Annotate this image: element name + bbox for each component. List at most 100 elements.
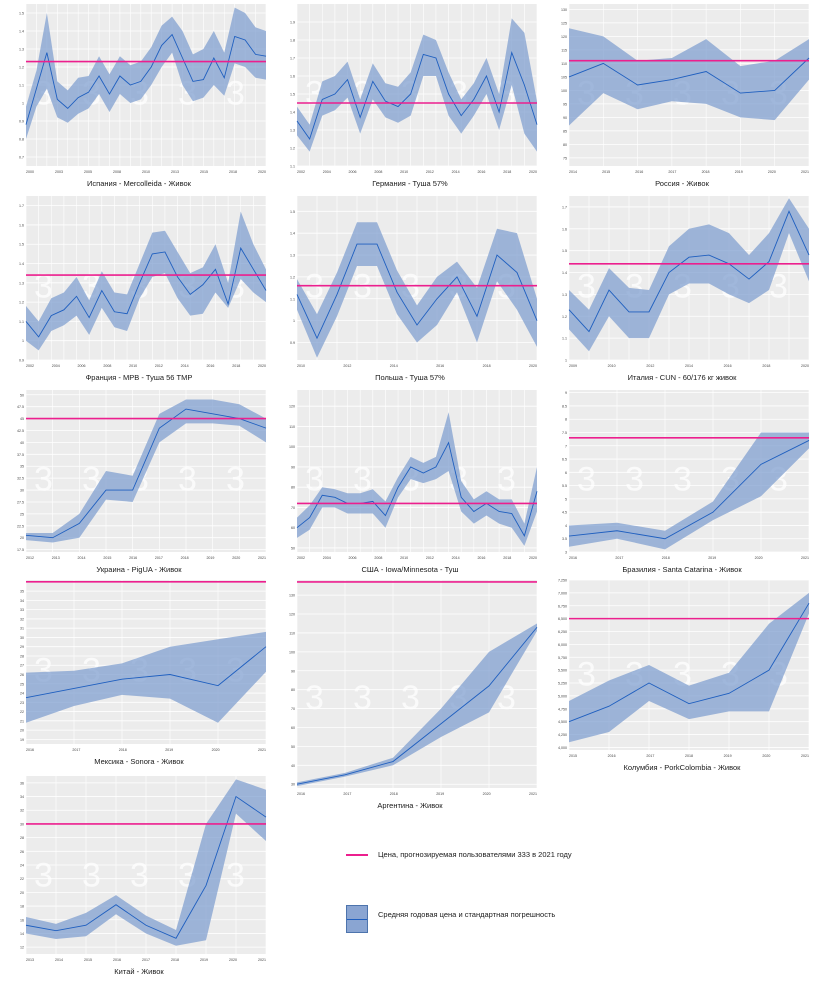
- y-tick-label: 6,000: [558, 643, 567, 647]
- y-tick-label: 1.5: [290, 93, 295, 97]
- mean-price-line: [25, 33, 267, 125]
- y-tick-label: 130: [289, 594, 295, 598]
- x-tick-label: 2020: [762, 754, 770, 758]
- y-tick-label: 33: [20, 608, 24, 612]
- x-tick-label: 2008: [374, 170, 382, 174]
- x-tick-label: 2003: [55, 170, 63, 174]
- x-tick-label: 2020: [529, 170, 537, 174]
- chart-title: Аргентина - Живок: [377, 801, 443, 810]
- y-tick-label: 1.2: [19, 66, 24, 70]
- y-tick-label: 1.7: [562, 205, 567, 209]
- x-tick-label: 2017: [343, 792, 351, 796]
- y-tick-label: 7: [565, 444, 567, 448]
- y-tick-label: 30: [20, 489, 24, 493]
- y-tick-label: 120: [561, 35, 567, 39]
- y-tick-label: 32.5: [17, 477, 24, 481]
- y-tick-label: 1.3: [19, 48, 24, 52]
- mean-price-line: [296, 626, 538, 785]
- chart-svg: 3333375808590951001051101151201251302014…: [561, 4, 810, 174]
- y-tick-label: 35: [20, 465, 24, 469]
- x-tick-label: 2020: [768, 170, 776, 174]
- y-tick-label: 4,250: [558, 733, 567, 737]
- x-tick-label: 2019: [735, 170, 743, 174]
- x-tick-label: 2016: [26, 748, 34, 752]
- y-tick-label: 1.5: [562, 249, 567, 253]
- y-tick-label: 105: [561, 75, 567, 79]
- y-tick-label: 47.5: [17, 405, 24, 409]
- y-tick-label: 1: [22, 339, 24, 343]
- x-tick-label: 2016: [436, 364, 444, 368]
- chart-germany: 333331.11.21.31.41.51.61.71.81.920022004…: [279, 2, 541, 192]
- y-tick-label: 120: [289, 405, 295, 409]
- chart-svg: 333330.70.80.911.11.21.31.41.52000200320…: [19, 4, 267, 174]
- y-tick-label: 16: [20, 918, 24, 922]
- watermark-mark: 3: [82, 856, 101, 894]
- error-band: [26, 631, 266, 723]
- watermark-mark: 3: [577, 460, 596, 498]
- x-tick-label: 2010: [297, 364, 305, 368]
- x-tick-label: 2021: [801, 170, 809, 174]
- y-tick-label: 7.5: [562, 431, 567, 435]
- y-tick-label: 1.1: [290, 165, 295, 169]
- y-tick-label: 1.2: [19, 301, 24, 305]
- chart-title: Франция - MPB - Туша 56 TMP: [85, 373, 193, 382]
- error-band: [569, 28, 809, 126]
- y-tick-label: 1: [565, 359, 567, 363]
- y-tick-label: 120: [289, 613, 295, 617]
- chart-svg: 3333319202122232425262728293031323334352…: [20, 580, 267, 752]
- chart-svg: 333330.911.11.21.31.41.51.61.72002200420…: [19, 196, 267, 368]
- y-tick-label: 1.8: [290, 39, 295, 43]
- y-tick-label: 110: [561, 62, 567, 66]
- watermark-mark: 3: [34, 460, 53, 498]
- error-band: [297, 623, 537, 787]
- x-tick-label: 2013: [26, 958, 34, 962]
- y-tick-label: 1.9: [290, 21, 295, 25]
- x-tick-label: 2017: [155, 556, 163, 560]
- mean-price-line: [296, 51, 538, 141]
- x-tick-label: 2019: [165, 748, 173, 752]
- x-tick-label: 2013: [171, 170, 179, 174]
- y-tick-label: 0.9: [19, 359, 24, 363]
- y-tick-label: 50: [291, 745, 295, 749]
- chart-svg: 3333317.52022.52527.53032.53537.54042.54…: [17, 390, 267, 560]
- y-tick-label: 1.1: [19, 84, 24, 88]
- chart-spain: 333330.70.80.911.11.21.31.41.52000200320…: [8, 2, 270, 192]
- x-tick-label: 2012: [343, 364, 351, 368]
- y-tick-label: 1.4: [19, 262, 24, 266]
- x-tick-label: 2019: [708, 556, 716, 560]
- chart-title: Польша - Туша 57%: [375, 373, 445, 382]
- legend-band-label: Средняя годовая цена и стандартная погре…: [378, 910, 556, 919]
- y-tick-label: 26: [20, 850, 24, 854]
- y-tick-label: 7,250: [558, 579, 567, 583]
- y-tick-label: 28: [20, 836, 24, 840]
- y-tick-label: 24: [20, 692, 24, 696]
- y-tick-label: 19: [20, 738, 24, 742]
- x-tick-label: 2018: [229, 170, 237, 174]
- y-tick-label: 0.8: [19, 138, 24, 142]
- y-tick-label: 5: [565, 497, 567, 501]
- y-tick-label: 50: [20, 393, 24, 397]
- chart-title: Германия - Туша 57%: [372, 179, 448, 188]
- x-tick-label: 2014: [452, 170, 460, 174]
- watermark-mark: 3: [353, 679, 372, 717]
- x-tick-label: 2017: [615, 556, 623, 560]
- y-tick-label: 115: [561, 48, 567, 52]
- x-tick-label: 2010: [129, 364, 137, 368]
- chart-title: Колумбия - PorkColombia - Живок: [623, 763, 741, 772]
- x-tick-label: 2014: [78, 556, 86, 560]
- x-tick-label: 2013: [52, 556, 60, 560]
- y-tick-label: 0.7: [19, 156, 24, 160]
- x-tick-label: 2006: [349, 556, 357, 560]
- y-tick-label: 90: [291, 465, 295, 469]
- y-tick-label: 70: [291, 707, 295, 711]
- y-tick-label: 5,250: [558, 682, 567, 686]
- y-tick-label: 1.3: [562, 293, 567, 297]
- x-tick-label: 2016: [206, 364, 214, 368]
- x-tick-label: 2008: [113, 170, 121, 174]
- mean-price-line: [296, 243, 538, 340]
- watermark-mark: 3: [497, 460, 516, 498]
- error-band: [569, 198, 809, 352]
- chart-russia: 3333375808590951001051101151201251302014…: [551, 2, 813, 192]
- watermark-mark: 3: [577, 655, 596, 693]
